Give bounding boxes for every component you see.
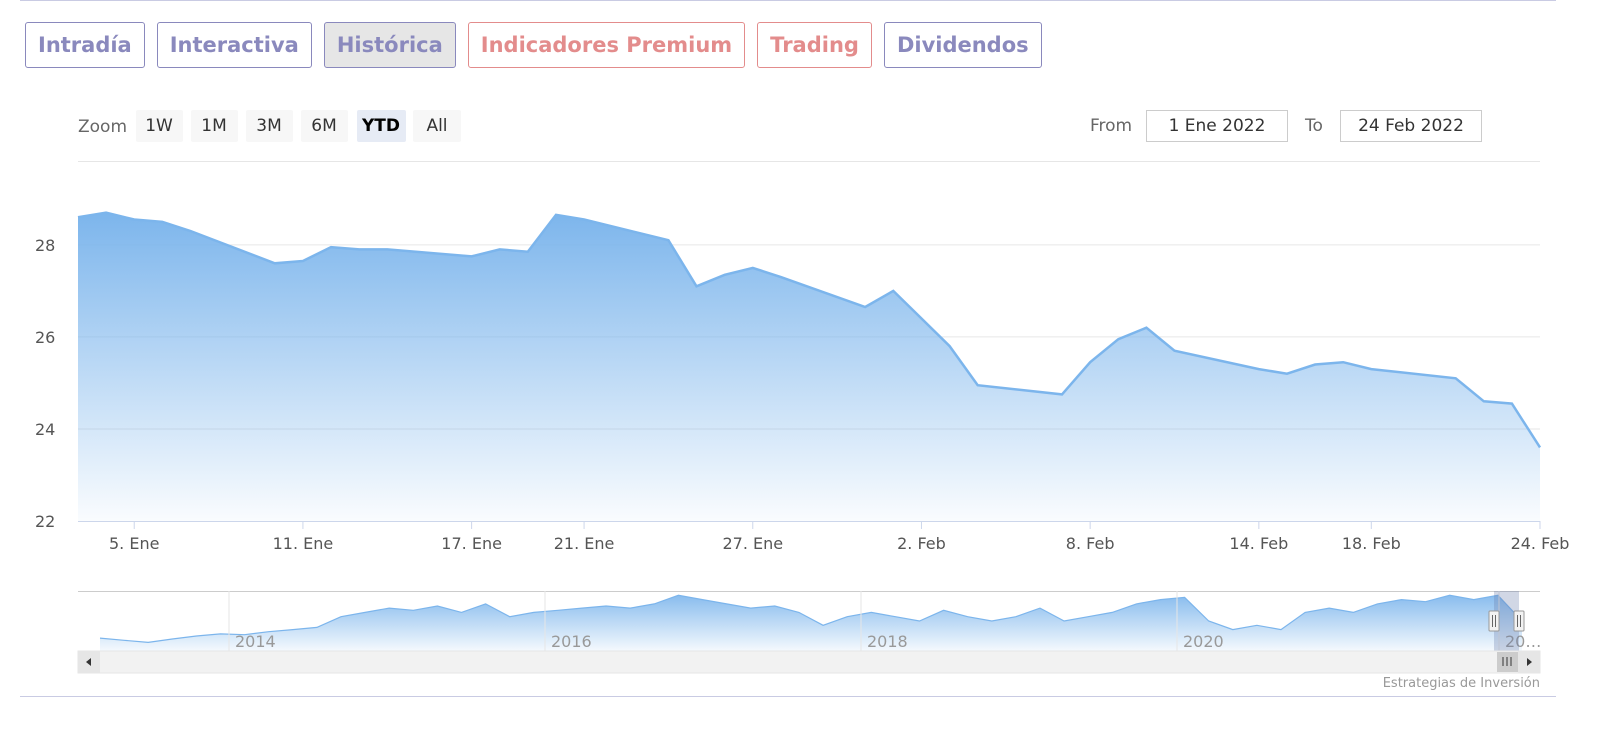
data-point[interactable] bbox=[188, 228, 194, 234]
to-label: To bbox=[1304, 116, 1323, 136]
data-point[interactable] bbox=[1453, 375, 1459, 381]
data-point[interactable] bbox=[469, 253, 475, 259]
tab-indicadores-premium[interactable]: Indicadores Premium bbox=[467, 22, 746, 68]
data-point[interactable] bbox=[1284, 371, 1290, 377]
data-point[interactable] bbox=[778, 274, 784, 280]
data-point[interactable] bbox=[750, 265, 756, 271]
x-tick-label: 27. Ene bbox=[722, 534, 783, 553]
data-point[interactable] bbox=[1368, 366, 1374, 372]
x-tick-label: 24. Feb bbox=[1511, 534, 1570, 553]
tab-trading[interactable]: Trading bbox=[757, 22, 872, 68]
data-point[interactable] bbox=[103, 210, 109, 216]
data-point[interactable] bbox=[75, 214, 81, 220]
data-point[interactable] bbox=[1537, 444, 1543, 450]
data-point[interactable] bbox=[1059, 391, 1065, 397]
zoom-6m-button[interactable]: 6M bbox=[301, 110, 348, 142]
svg-text:6M: 6M bbox=[311, 116, 336, 136]
data-point[interactable] bbox=[1340, 359, 1346, 365]
data-point[interactable] bbox=[328, 244, 334, 250]
zoom-1w-button[interactable]: 1W bbox=[136, 110, 183, 142]
data-point[interactable] bbox=[890, 288, 896, 294]
navigator-year-label: 2018 bbox=[867, 632, 908, 651]
price-area-fill bbox=[78, 212, 1540, 521]
svg-text:All: All bbox=[426, 116, 447, 136]
from-date-input[interactable]: 1 Ene 2022 bbox=[1146, 110, 1288, 142]
data-point[interactable] bbox=[694, 283, 700, 289]
navigator-area bbox=[100, 595, 1522, 651]
navigator-line bbox=[99, 594, 1523, 644]
arrow-right-icon bbox=[1527, 658, 1532, 666]
data-point[interactable] bbox=[1256, 366, 1262, 372]
data-point[interactable] bbox=[1143, 325, 1149, 331]
svg-text:1M: 1M bbox=[201, 116, 226, 136]
zoom-1m-button[interactable]: 1M bbox=[191, 110, 238, 142]
view-tabs: Intradía Interactiva Histórica Indicador… bbox=[25, 22, 1042, 68]
top-divider bbox=[20, 0, 1556, 1]
data-point[interactable] bbox=[272, 260, 278, 266]
data-point[interactable] bbox=[300, 258, 306, 264]
x-tick-label: 8. Feb bbox=[1066, 534, 1115, 553]
x-tick-label: 2. Feb bbox=[897, 534, 946, 553]
data-point[interactable] bbox=[1509, 401, 1515, 407]
x-tick-label: 21. Ene bbox=[554, 534, 615, 553]
price-line bbox=[77, 211, 1542, 449]
data-point[interactable] bbox=[919, 316, 925, 322]
data-point[interactable] bbox=[1087, 359, 1093, 365]
x-tick-label: 5. Ene bbox=[109, 534, 159, 553]
data-point[interactable] bbox=[722, 272, 728, 278]
y-tick-label: 28 bbox=[35, 236, 55, 255]
navigator-year-label: 20… bbox=[1505, 632, 1541, 651]
navigator-year-label: 2014 bbox=[235, 632, 276, 651]
data-point[interactable] bbox=[1172, 348, 1178, 354]
x-tick-label: 14. Feb bbox=[1229, 534, 1288, 553]
data-point[interactable] bbox=[159, 219, 165, 225]
svg-text:1W: 1W bbox=[145, 116, 173, 136]
data-point[interactable] bbox=[131, 217, 137, 223]
data-point[interactable] bbox=[1481, 398, 1487, 404]
svg-text:1 Ene 2022: 1 Ene 2022 bbox=[1169, 116, 1266, 136]
zoom-3m-button[interactable]: 3M bbox=[246, 110, 293, 142]
navigator-year-label: 2016 bbox=[551, 632, 592, 651]
navigator-right-handle[interactable] bbox=[1513, 610, 1525, 632]
navigator-left-handle[interactable] bbox=[1488, 610, 1500, 632]
scrollbar-track[interactable] bbox=[77, 650, 1541, 674]
y-tick-label: 24 bbox=[35, 420, 55, 439]
zoom-all-button[interactable]: All bbox=[413, 110, 461, 142]
data-point[interactable] bbox=[356, 246, 362, 252]
to-date-input[interactable]: 24 Feb 2022 bbox=[1340, 110, 1482, 142]
x-tick-label: 11. Ene bbox=[273, 534, 334, 553]
zoom-label: Zoom bbox=[78, 117, 127, 137]
tab-interactiva[interactable]: Interactiva bbox=[156, 22, 312, 68]
data-point[interactable] bbox=[975, 382, 981, 388]
data-point[interactable] bbox=[553, 212, 559, 218]
data-point[interactable] bbox=[497, 246, 503, 252]
data-point[interactable] bbox=[665, 237, 671, 243]
tab-dividendos[interactable]: Dividendos bbox=[883, 22, 1042, 68]
credits: Estrategias de Inversión bbox=[1383, 676, 1540, 691]
from-label: From bbox=[1090, 116, 1132, 136]
x-tick-label: 18. Feb bbox=[1342, 534, 1401, 553]
data-point[interactable] bbox=[581, 217, 587, 223]
tab-intradia[interactable]: Intradía bbox=[25, 22, 145, 68]
svg-text:YTD: YTD bbox=[361, 116, 400, 136]
data-point[interactable] bbox=[1115, 336, 1121, 342]
x-tick-label: 17. Ene bbox=[441, 534, 502, 553]
data-point[interactable] bbox=[947, 343, 953, 349]
navigator-year-label: 2020 bbox=[1183, 632, 1224, 651]
y-tick-label: 26 bbox=[35, 328, 55, 347]
data-point[interactable] bbox=[525, 249, 531, 255]
zoom-ytd-button[interactable]: YTD bbox=[357, 110, 406, 142]
data-point[interactable] bbox=[384, 246, 390, 252]
bottom-divider bbox=[20, 696, 1556, 697]
data-point[interactable] bbox=[1312, 362, 1318, 368]
y-tick-label: 22 bbox=[35, 512, 55, 531]
svg-text:3M: 3M bbox=[256, 116, 281, 136]
arrow-left-icon bbox=[86, 658, 91, 666]
data-point[interactable] bbox=[862, 304, 868, 310]
svg-text:24 Feb 2022: 24 Feb 2022 bbox=[1358, 116, 1464, 136]
tab-historica[interactable]: Histórica bbox=[323, 22, 456, 68]
